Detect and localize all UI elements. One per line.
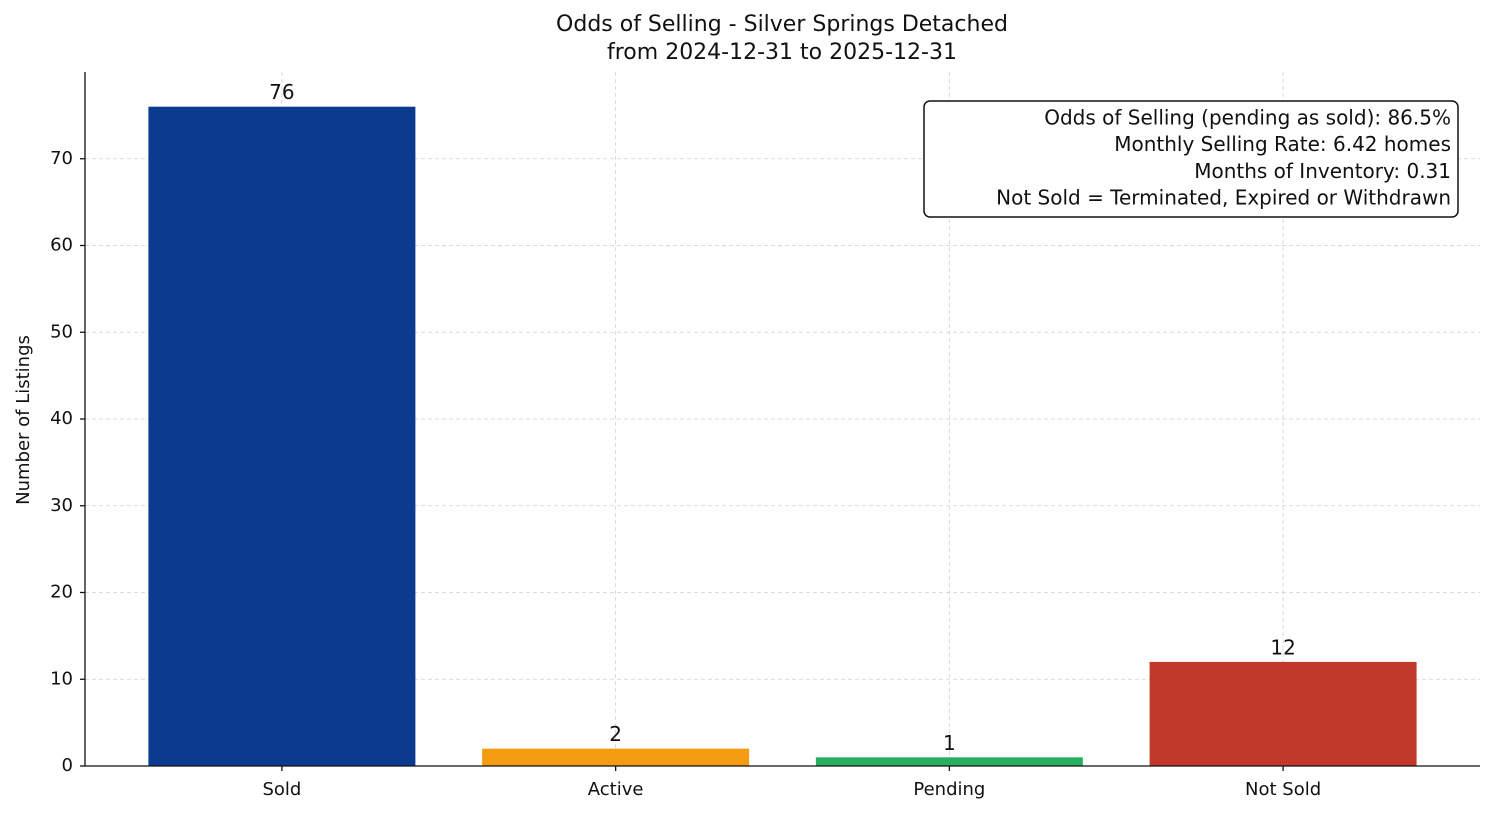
x-tick-label: Pending (913, 779, 985, 800)
bar (148, 106, 416, 766)
value-label: 1 (943, 731, 956, 755)
annotation-line: Not Sold = Terminated, Expired or Withdr… (996, 186, 1451, 210)
value-label: 12 (1270, 635, 1295, 659)
y-tick-label: 30 (50, 495, 73, 516)
y-axis-label: Number of Listings (13, 335, 34, 505)
annotation-line: Odds of Selling (pending as sold): 86.5% (1044, 106, 1451, 130)
y-tick-label: 70 (50, 148, 73, 169)
chart-subtitle: from 2024-12-31 to 2025-12-31 (607, 40, 957, 65)
x-tick-label: Active (588, 779, 644, 800)
bar (815, 757, 1083, 766)
value-label: 76 (269, 80, 294, 104)
y-tick-label: 40 (50, 408, 73, 429)
y-tick-label: 50 (50, 321, 73, 342)
y-tick-label: 20 (50, 582, 73, 603)
annotation-line: Months of Inventory: 0.31 (1194, 159, 1451, 183)
x-tick-label: Sold (262, 779, 301, 800)
x-tick-label: Not Sold (1245, 779, 1321, 800)
chart-title: Odds of Selling - Silver Springs Detache… (556, 12, 1008, 37)
value-label: 2 (609, 722, 622, 746)
y-tick-label: 0 (62, 755, 73, 776)
annotation-box (923, 100, 1459, 218)
bar (482, 748, 750, 766)
y-tick-label: 10 (50, 668, 73, 689)
bar (1149, 661, 1417, 766)
annotation-line: Monthly Selling Rate: 6.42 homes (1114, 132, 1451, 156)
y-tick-label: 60 (50, 235, 73, 256)
